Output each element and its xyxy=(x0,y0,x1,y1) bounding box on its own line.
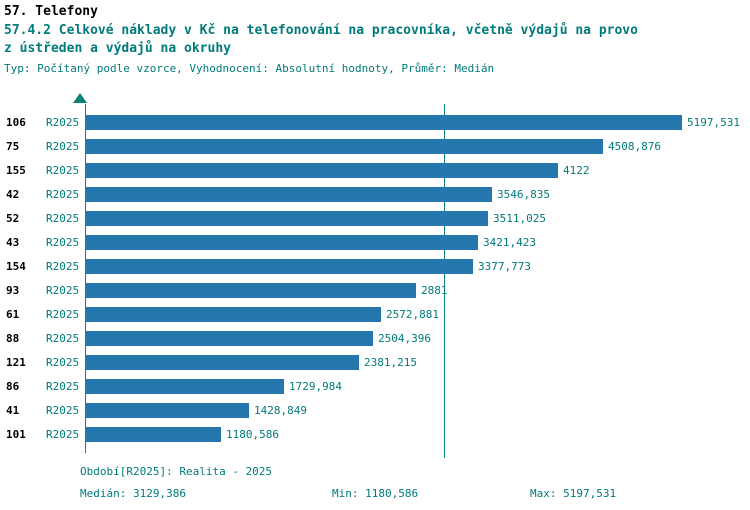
row-series-label: R2025 xyxy=(46,116,80,129)
row-id-label: 106 xyxy=(6,116,26,129)
report-subtitle-line2: z ústředen a výdajů na okruhy xyxy=(4,41,231,56)
chart-row: 43 R2025 3421,423 xyxy=(0,232,750,256)
bar xyxy=(85,379,284,394)
row-series-label: R2025 xyxy=(46,308,80,321)
row-series-label: R2025 xyxy=(46,332,80,345)
row-id-label: 93 xyxy=(6,284,20,297)
bar-value-label: 3421,423 xyxy=(483,236,536,249)
bar xyxy=(85,259,473,274)
row-id-label: 86 xyxy=(6,380,20,393)
row-series-label: R2025 xyxy=(46,284,80,297)
axis-top-triangle-icon xyxy=(73,93,87,103)
footer-max: Max: 5197,531 xyxy=(530,487,617,500)
bar-value-label: 5197,531 xyxy=(687,116,740,129)
bar-value-label: 1180,586 xyxy=(226,428,279,441)
row-id-label: 41 xyxy=(6,404,20,417)
row-id-label: 101 xyxy=(6,428,26,441)
row-id-label: 121 xyxy=(6,356,26,369)
median-line xyxy=(444,104,445,458)
row-series-label: R2025 xyxy=(46,356,80,369)
row-series-label: R2025 xyxy=(46,404,80,417)
chart-row: 106 R2025 5197,531 xyxy=(0,112,750,136)
bar xyxy=(85,427,221,442)
chart-row: 93 R2025 2881 xyxy=(0,280,750,304)
row-id-label: 42 xyxy=(6,188,20,201)
chart-rows: 106 R2025 5197,531 75 R2025 4508,876 155 R2025 4… xyxy=(0,112,750,448)
bar xyxy=(85,307,381,322)
bar xyxy=(85,163,558,178)
row-series-label: R2025 xyxy=(46,428,80,441)
row-series-label: R2025 xyxy=(46,260,80,273)
bar xyxy=(85,403,249,418)
row-series-label: R2025 xyxy=(46,140,80,153)
bar-value-label: 4122 xyxy=(563,164,590,177)
row-series-label: R2025 xyxy=(46,236,80,249)
bar-value-label: 3546,835 xyxy=(497,188,550,201)
bar xyxy=(85,115,682,130)
row-id-label: 88 xyxy=(6,332,20,345)
bar-value-label: 4508,876 xyxy=(608,140,661,153)
bar-value-label: 1428,849 xyxy=(254,404,307,417)
row-series-label: R2025 xyxy=(46,380,80,393)
row-series-label: R2025 xyxy=(46,164,80,177)
bar-value-label: 2381,215 xyxy=(364,356,417,369)
report-title: 57. Telefony xyxy=(4,4,98,19)
row-id-label: 155 xyxy=(6,164,26,177)
chart-row: 154 R2025 3377,773 xyxy=(0,256,750,280)
chart-row: 155 R2025 4122 xyxy=(0,160,750,184)
bar xyxy=(85,211,488,226)
chart-row: 121 R2025 2381,215 xyxy=(0,352,750,376)
report-meta: Typ: Počítaný podle vzorce, Vyhodnocení:… xyxy=(4,62,495,75)
chart-row: 42 R2025 3546,835 xyxy=(0,184,750,208)
footer-period: Období[R2025]: Realita - 2025 xyxy=(80,465,273,478)
bar xyxy=(85,331,373,346)
row-id-label: 43 xyxy=(6,236,20,249)
bar xyxy=(85,187,492,202)
bar-value-label: 2881 xyxy=(421,284,448,297)
row-id-label: 61 xyxy=(6,308,20,321)
bar xyxy=(85,235,478,250)
chart-row: 61 R2025 2572,881 xyxy=(0,304,750,328)
bar-value-label: 1729,984 xyxy=(289,380,342,393)
bar-value-label: 3511,025 xyxy=(493,212,546,225)
chart-row: 88 R2025 2504,396 xyxy=(0,328,750,352)
footer-median: Medián: 3129,386 xyxy=(80,487,186,500)
chart-row: 75 R2025 4508,876 xyxy=(0,136,750,160)
chart-row: 41 R2025 1428,849 xyxy=(0,400,750,424)
bar xyxy=(85,283,416,298)
bar xyxy=(85,355,359,370)
chart-row: 86 R2025 1729,984 xyxy=(0,376,750,400)
row-id-label: 154 xyxy=(6,260,26,273)
chart-row: 101 R2025 1180,586 xyxy=(0,424,750,448)
bar xyxy=(85,139,603,154)
row-series-label: R2025 xyxy=(46,212,80,225)
bar-value-label: 3377,773 xyxy=(478,260,531,273)
bar-value-label: 2504,396 xyxy=(378,332,431,345)
bar-value-label: 2572,881 xyxy=(386,308,439,321)
report-subtitle-line1: 57.4.2 Celkové náklady v Kč na telefonov… xyxy=(4,23,638,38)
row-id-label: 75 xyxy=(6,140,20,153)
row-series-label: R2025 xyxy=(46,188,80,201)
y-axis-line xyxy=(85,104,86,453)
footer-min: Min: 1180,586 xyxy=(332,487,419,500)
chart-row: 52 R2025 3511,025 xyxy=(0,208,750,232)
row-id-label: 52 xyxy=(6,212,20,225)
